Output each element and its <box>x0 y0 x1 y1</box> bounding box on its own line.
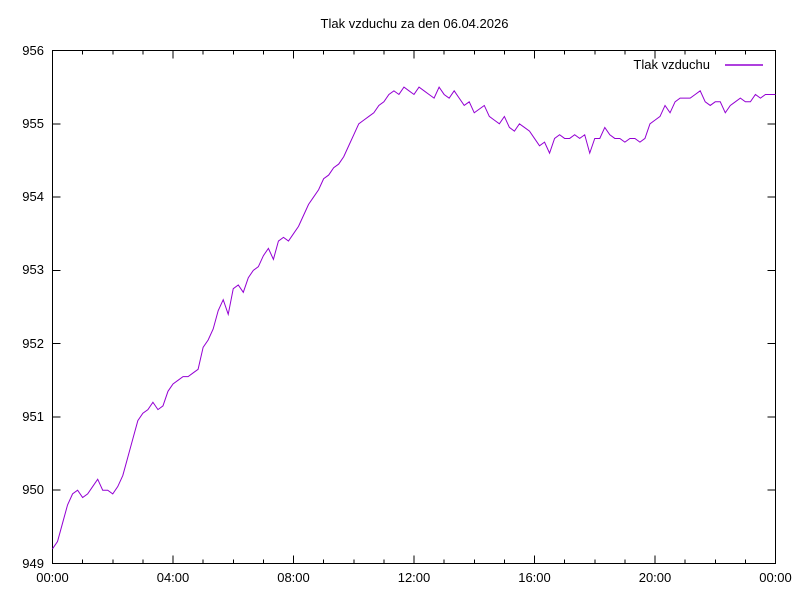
x-tick-label: 00:00 <box>759 570 792 585</box>
y-tick-label: 953 <box>22 262 44 278</box>
x-tick-label: 08:00 <box>277 570 310 585</box>
y-tick-label: 956 <box>22 42 44 58</box>
y-tick-label: 950 <box>22 482 44 498</box>
y-tick-label: 952 <box>22 335 44 351</box>
x-tick-label: 16:00 <box>518 570 551 585</box>
x-tick-label: 04:00 <box>156 570 190 585</box>
y-tick-label: 954 <box>22 189 44 205</box>
legend: Tlak vzduchu <box>633 57 763 72</box>
legend-line-sample-icon <box>725 63 763 66</box>
pressure-series-line <box>52 86 776 550</box>
y-tick-label: 949 <box>22 555 44 571</box>
axis-frame-and-ticks <box>52 50 776 564</box>
legend-label: Tlak vzduchu <box>633 57 710 72</box>
chart-title: Tlak vzduchu za den 06.04.2026 <box>320 16 509 31</box>
x-tick-label: 12:00 <box>397 570 431 585</box>
y-tick-label: 955 <box>22 115 44 131</box>
x-tick-label: 20:00 <box>638 570 672 585</box>
y-tick-label: 951 <box>22 408 44 424</box>
x-tick-label: 00:00 <box>36 570 69 585</box>
